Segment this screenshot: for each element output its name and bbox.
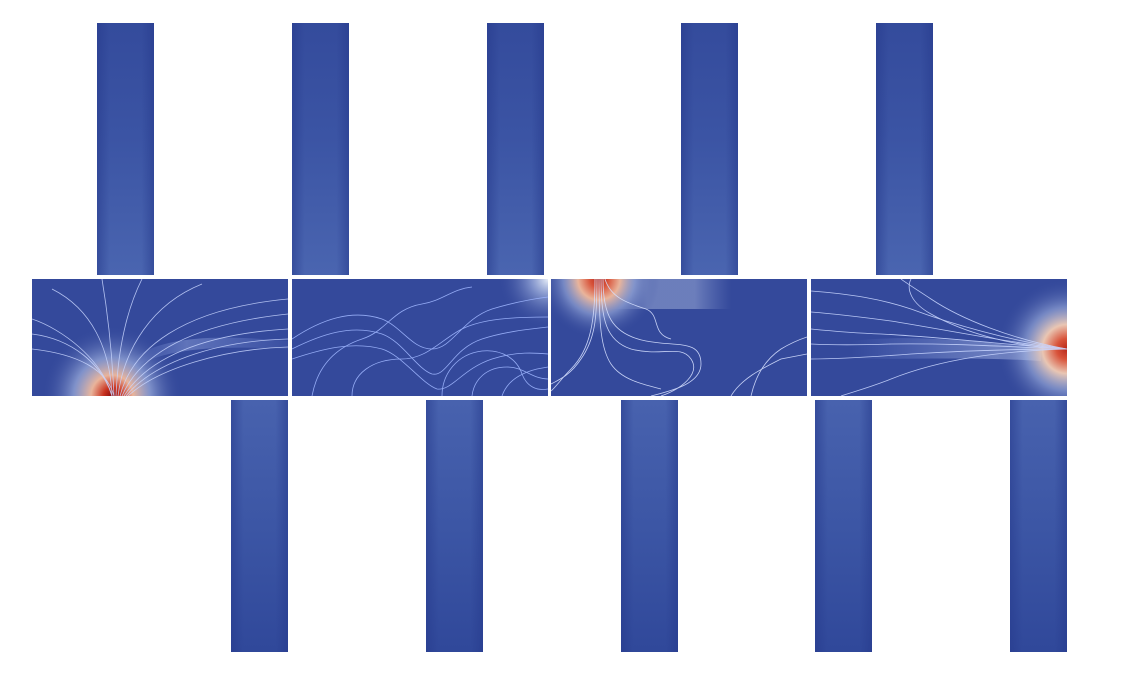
- flow-panel-3: [551, 279, 807, 396]
- top-channel-3: [487, 23, 544, 275]
- flow-panel-2-plot: [292, 279, 548, 396]
- top-channel-1: [97, 23, 154, 275]
- flow-panel-3-plot: [551, 279, 807, 396]
- bottom-channel-2: [426, 400, 483, 652]
- flow-panel-1: [32, 279, 288, 396]
- bottom-channel-1: [231, 400, 288, 652]
- flow-panel-2: [292, 279, 548, 396]
- flow-panel-1-plot: [32, 279, 288, 396]
- flow-panel-4-plot: [811, 279, 1067, 396]
- flow-panel-4: [811, 279, 1067, 396]
- top-channel-2: [292, 23, 349, 275]
- bottom-channel-3: [621, 400, 678, 652]
- top-channel-5: [876, 23, 933, 275]
- bottom-channel-4: [815, 400, 872, 652]
- top-channel-4: [681, 23, 738, 275]
- bottom-channel-5: [1010, 400, 1067, 652]
